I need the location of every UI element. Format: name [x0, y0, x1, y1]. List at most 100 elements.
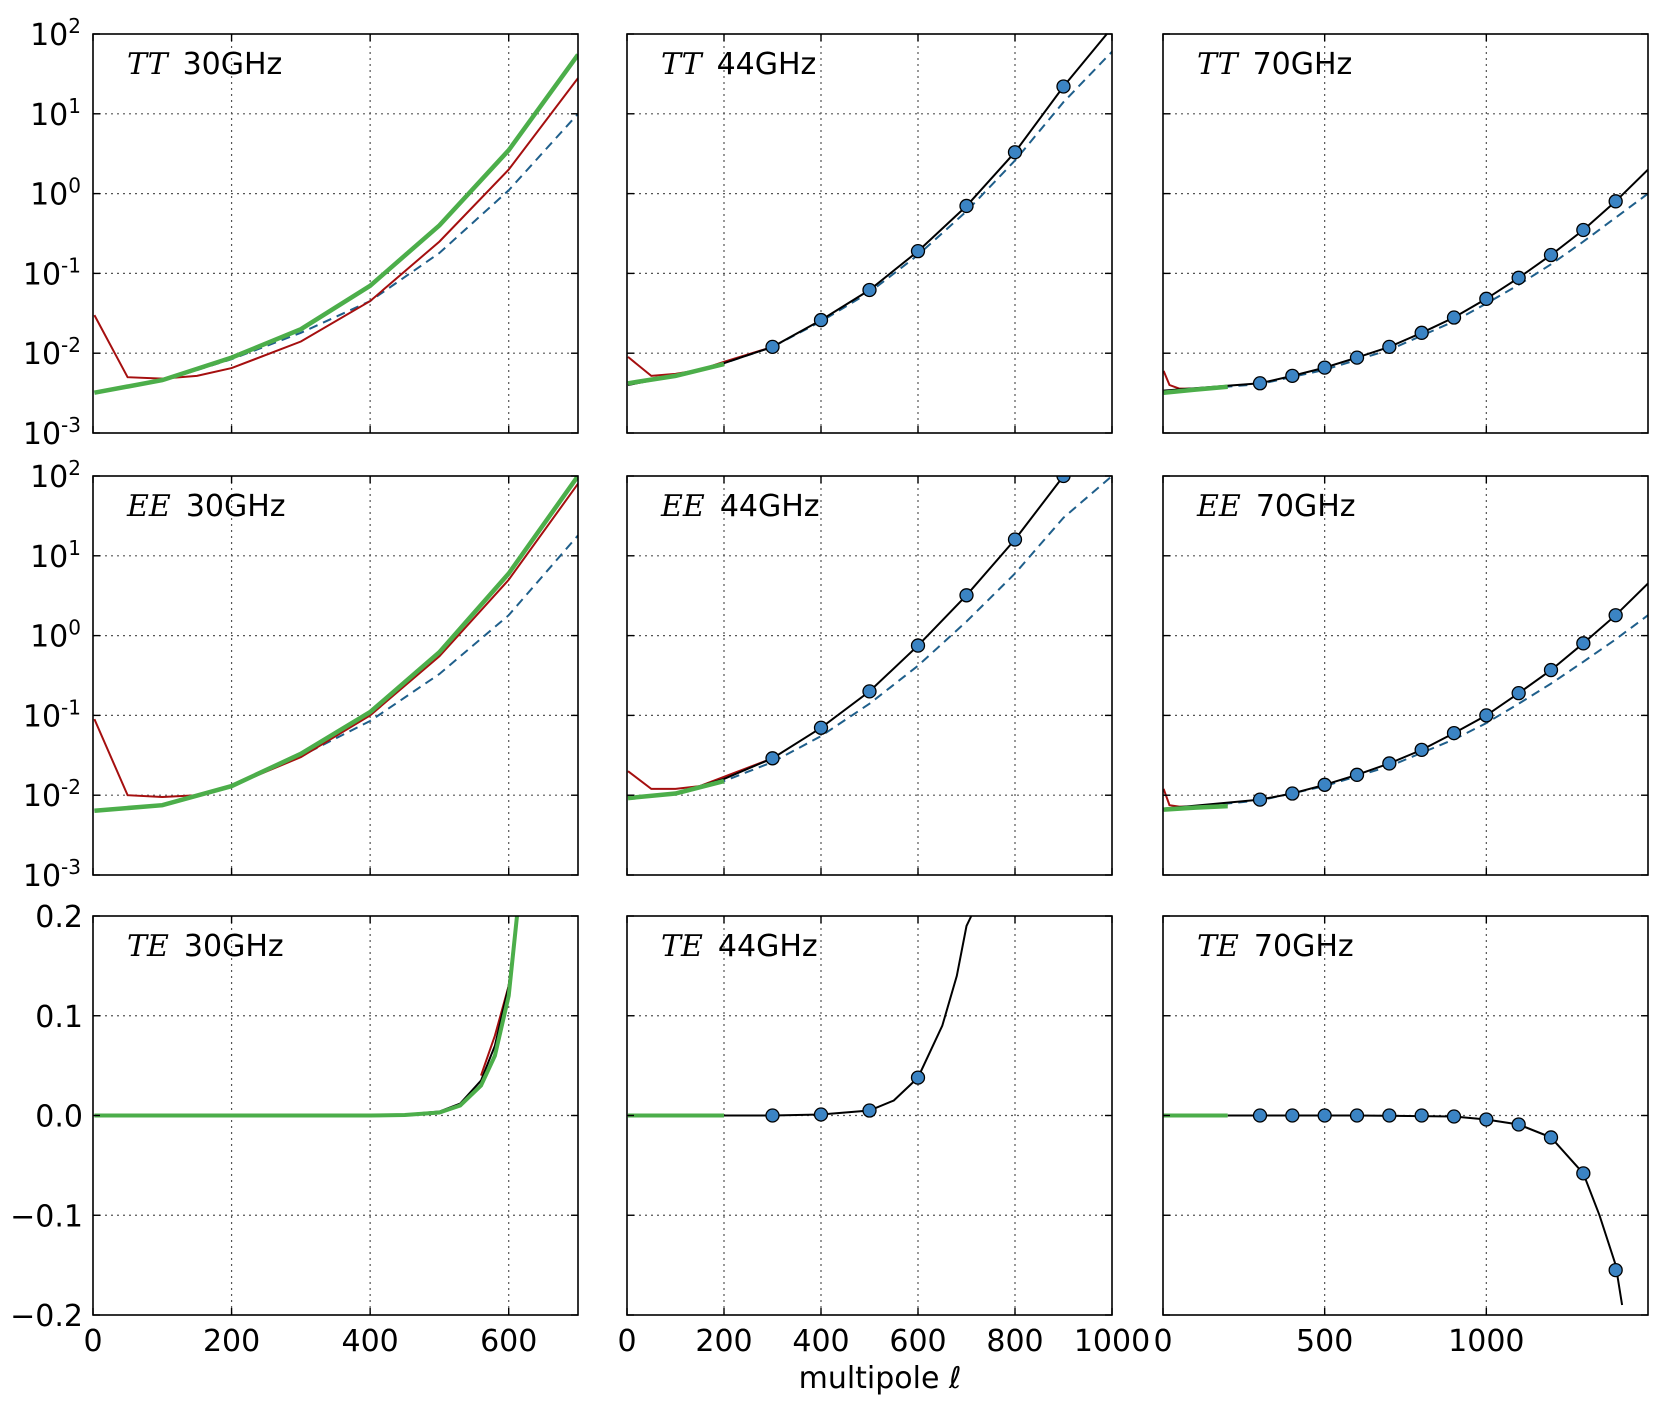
data-point-marker: [1511, 270, 1526, 285]
data-point-marker: [1479, 1112, 1494, 1127]
plot-frame: [1162, 475, 1649, 876]
frequency-label: 44GHz: [702, 47, 817, 82]
y-tick-label: 0.1: [35, 1000, 83, 1035]
dashed-curve: [627, 476, 1112, 798]
frequency-label: 70GHz: [1238, 47, 1353, 82]
data-point-marker: [959, 588, 974, 603]
panel-label: TE 70GHz: [1197, 929, 1354, 964]
data-point-marker: [1446, 1109, 1462, 1124]
curves-group: [628, 916, 973, 1123]
data-point-marker: [1382, 1108, 1397, 1123]
x-tick-label: 800: [986, 1324, 1043, 1359]
x-tick-label: 600: [480, 1324, 537, 1359]
data-point-marker: [1252, 792, 1268, 807]
green-curve: [1163, 803, 1228, 812]
plot-frame: [626, 33, 1113, 434]
data-point-marker: [1414, 1108, 1429, 1123]
y-tick-label: 10-3: [23, 413, 81, 452]
panels-group: 10-3 10-2 10-1 100 101 102 TT 30GHz TT 44GHz TT …: [10, 14, 1649, 1359]
panel-label: EE 30GHz: [126, 489, 286, 524]
frequency-label: 30GHz: [168, 47, 283, 82]
curves-group: [627, 476, 1112, 801]
green-curve: [93, 53, 578, 395]
data-point-marker: [910, 638, 926, 653]
panel-label: TE 30GHz: [127, 929, 284, 964]
data-point-marker: [1543, 1130, 1559, 1145]
data-point-marker: [765, 1108, 780, 1123]
data-point-marker: [959, 198, 974, 214]
curves-group: [1163, 168, 1648, 395]
green-curve: [1163, 384, 1228, 395]
green-curve: [94, 916, 519, 1118]
plot-frame: [92, 475, 579, 876]
data-point-marker: [1576, 222, 1591, 238]
x-tick-label: 0: [617, 1324, 636, 1359]
data-point-marker: [910, 244, 926, 259]
panel-ee-44ghz: EE 44GHz: [626, 475, 1113, 876]
data-point-marker: [1285, 1108, 1300, 1123]
data-point-marker: [1382, 756, 1397, 771]
data-point-marker: [765, 751, 780, 766]
data-point-marker: [1511, 686, 1526, 701]
data-point-marker: [1446, 310, 1462, 325]
data-point-marker: [765, 339, 780, 355]
x-tick-label: 1000: [1448, 1324, 1524, 1359]
x-tick-label: 500: [1296, 1324, 1353, 1359]
red-curve: [93, 77, 578, 380]
data-point-marker: [862, 282, 877, 298]
frequency-label: 30GHz: [171, 489, 286, 524]
dashed-curve: [1163, 614, 1648, 811]
red-curve: [1163, 370, 1196, 390]
spectrum-label: TT: [661, 47, 704, 82]
y-tick-label: 10-1: [23, 695, 81, 734]
panel-label: EE 70GHz: [1196, 489, 1356, 524]
dashed-curve: [1163, 192, 1648, 393]
green-curve: [94, 476, 578, 813]
data-point-marker: [1382, 339, 1397, 355]
frequency-label: 44GHz: [705, 489, 820, 524]
plot-frame: [626, 475, 1113, 876]
y-tick-label: −0.1: [10, 1199, 83, 1234]
y-tick-label: 10-1: [23, 253, 81, 292]
spectrum-label: TT: [1197, 47, 1240, 82]
panel-tt-30ghz: 10-3 10-2 10-1 100 101 102 TT 30GHz: [23, 14, 579, 452]
data-point-marker: [1414, 325, 1429, 340]
data-point-marker: [813, 1107, 829, 1122]
black-curve: [1227, 1114, 1624, 1306]
x-axis-label: multipole ℓ: [799, 1361, 962, 1396]
x-tick-label: 200: [203, 1324, 260, 1359]
curves-group: [93, 53, 578, 395]
y-tick-label: 101: [30, 94, 81, 133]
red-curve: [480, 916, 518, 1076]
frequency-label: 30GHz: [169, 929, 284, 964]
black-curve: [724, 916, 973, 1117]
data-point-marker: [1349, 1108, 1365, 1123]
black-curve: [1163, 582, 1648, 810]
y-tick-label: 100: [30, 616, 81, 655]
data-point-marker: [1285, 786, 1300, 801]
panel-label: TT 70GHz: [1197, 47, 1352, 82]
data-point-marker: [813, 312, 829, 328]
spectrum-label: TE: [127, 929, 169, 964]
x-tick-label: 0: [83, 1324, 102, 1359]
spectrum-label: TE: [661, 929, 703, 964]
panel-te-44ghz: 0 200 400 600 800 1000 TE 44GHz: [617, 915, 1150, 1359]
red-curve: [627, 757, 773, 790]
panel-tt-70ghz: TT 70GHz: [1162, 33, 1649, 434]
data-point-marker: [1349, 350, 1365, 365]
data-point-marker: [1543, 662, 1559, 678]
y-tick-label: 102: [30, 14, 81, 53]
panel-label: TT 30GHz: [127, 47, 282, 82]
x-tick-label: 400: [342, 1324, 399, 1359]
data-point-marker: [1317, 1108, 1332, 1123]
frequency-label: 70GHz: [1239, 929, 1354, 964]
data-point-marker: [1511, 1117, 1526, 1132]
data-point-marker: [1285, 368, 1300, 384]
data-point-marker: [1479, 291, 1494, 306]
curves-group: [94, 916, 519, 1118]
spectrum-label: EE: [660, 489, 705, 524]
data-point-marker: [1576, 1166, 1591, 1181]
y-tick-label: 10-2: [23, 333, 81, 372]
data-point-marker: [1608, 194, 1623, 209]
red-curve: [93, 483, 578, 799]
